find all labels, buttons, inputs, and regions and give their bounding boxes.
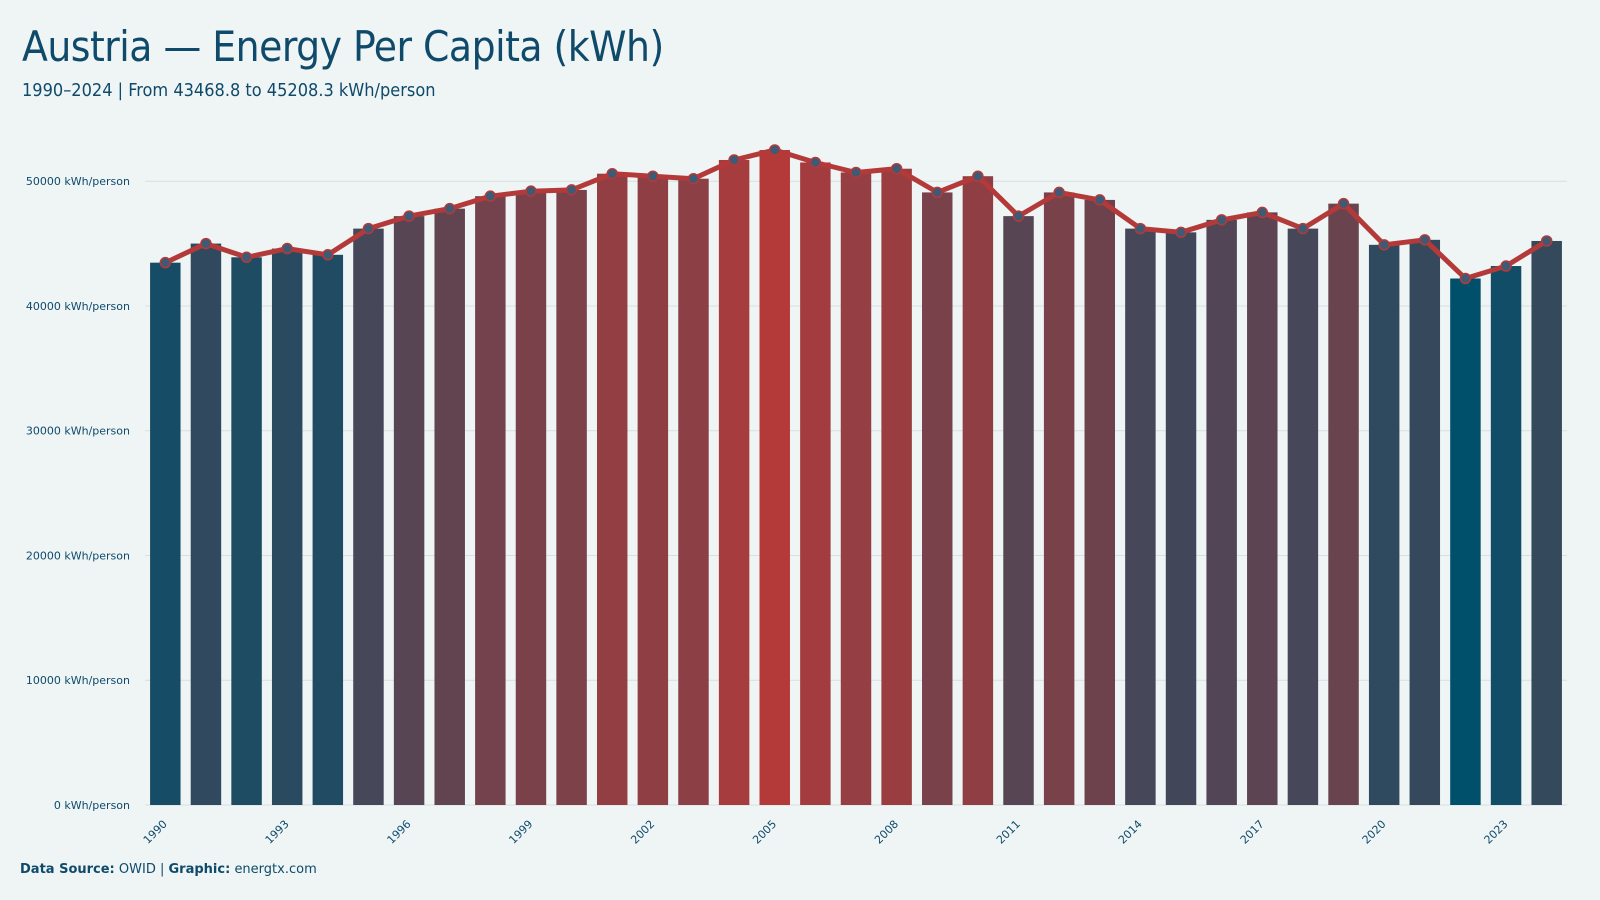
- bar-1991: [190, 243, 222, 806]
- x-tick-label: 2011: [994, 818, 1023, 847]
- point-1993: [281, 242, 293, 255]
- y-tick-label: 10000 kWh/person: [26, 674, 130, 687]
- bar-1998: [475, 196, 506, 805]
- point-1999: [525, 185, 537, 197]
- bar-2023: [1490, 266, 1522, 805]
- point-2013: [1094, 194, 1106, 206]
- bar-2008: [881, 168, 912, 805]
- bar-2000: [556, 189, 587, 805]
- bar-2002: [637, 176, 669, 805]
- y-tick-label: 20000 kWh/person: [26, 549, 130, 562]
- point-1990: [159, 256, 172, 269]
- point-2016: [1215, 214, 1228, 226]
- graphic-label: Graphic:: [168, 862, 231, 877]
- point-2011: [1012, 210, 1025, 222]
- bar-2006: [800, 162, 831, 805]
- bar-2018: [1287, 228, 1319, 806]
- x-tick-label: 1996: [385, 818, 414, 847]
- bar-2004: [718, 159, 750, 805]
- bar-2012: [1043, 192, 1075, 805]
- point-2000: [565, 184, 578, 196]
- x-tick-label: 2023: [1482, 818, 1511, 847]
- bar-2014: [1125, 228, 1156, 806]
- bar-2019: [1328, 203, 1359, 806]
- x-tick-label: 2002: [628, 818, 657, 847]
- point-1995: [362, 222, 375, 235]
- x-tick-label: 1990: [141, 818, 170, 847]
- x-tick-label: 2014: [1116, 818, 1145, 847]
- bar-2001: [596, 173, 628, 805]
- footer: Data Source: OWID | Graphic: energtx.com: [20, 862, 317, 877]
- point-1992: [240, 251, 253, 264]
- bar-2020: [1368, 244, 1400, 806]
- x-tick-label: 2017: [1238, 818, 1267, 847]
- source-label: Data Source:: [20, 862, 115, 877]
- x-tick-label: 1999: [506, 818, 535, 847]
- bar-2022: [1450, 278, 1481, 805]
- chart-title: Austria — Energy Per Capita (kWh): [22, 22, 664, 71]
- point-1998: [484, 190, 497, 202]
- point-2008: [890, 162, 903, 175]
- point-2012: [1053, 186, 1065, 199]
- point-2021: [1419, 234, 1431, 246]
- bar-2011: [1003, 216, 1034, 806]
- point-1996: [403, 210, 415, 222]
- point-2024: [1540, 235, 1553, 247]
- bar-1992: [231, 257, 262, 805]
- bar-2005: [759, 150, 790, 805]
- point-1997: [443, 202, 456, 215]
- bar-1997: [434, 208, 465, 806]
- x-tick-label: 2005: [750, 818, 779, 847]
- x-tick-label: 1993: [263, 818, 292, 847]
- bar-1994: [312, 254, 344, 806]
- point-2009: [931, 186, 944, 199]
- bar-1999: [515, 191, 547, 805]
- point-2003: [687, 172, 700, 185]
- point-1994: [322, 249, 334, 261]
- graphic-value: energtx.com: [234, 862, 317, 877]
- source-value: OWID: [118, 862, 156, 877]
- point-1991: [200, 237, 212, 250]
- point-2022: [1459, 272, 1472, 285]
- bar-2007: [840, 172, 872, 805]
- bar-2013: [1084, 199, 1116, 805]
- y-tick-label: 40000 kWh/person: [26, 300, 130, 313]
- point-2001: [606, 167, 618, 180]
- chart-subtitle: 1990–2024 | From 43468.8 to 45208.3 kWh/…: [22, 80, 436, 101]
- x-tick-label: 2020: [1360, 818, 1389, 847]
- footer-separator: |: [159, 862, 165, 877]
- y-tick-label: 30000 kWh/person: [26, 425, 130, 438]
- point-2010: [972, 170, 984, 182]
- point-2018: [1297, 222, 1309, 235]
- bar-2017: [1247, 212, 1278, 805]
- point-2019: [1337, 197, 1350, 210]
- point-2007: [850, 166, 862, 179]
- point-2002: [647, 170, 659, 182]
- bar-1995: [353, 228, 384, 806]
- point-2017: [1256, 206, 1269, 219]
- y-tick-label: 50000 kWh/person: [26, 175, 130, 188]
- bar-2003: [678, 178, 709, 805]
- point-2014: [1134, 222, 1147, 235]
- point-2023: [1500, 260, 1512, 272]
- bar-2021: [1409, 239, 1441, 806]
- bar-2010: [962, 176, 994, 805]
- point-2020: [1378, 239, 1390, 251]
- y-tick-label: 0 kWh/person: [54, 799, 130, 812]
- bar-2016: [1206, 219, 1237, 805]
- x-tick-label: 2008: [872, 818, 901, 847]
- bar-1990: [150, 262, 181, 806]
- point-2005: [768, 144, 781, 156]
- point-2015: [1175, 226, 1187, 239]
- point-2006: [809, 156, 822, 169]
- bar-2015: [1165, 232, 1197, 806]
- bar-1996: [393, 216, 425, 806]
- bar-1993: [271, 248, 303, 806]
- bar-2024: [1531, 240, 1562, 805]
- point-2004: [728, 154, 740, 166]
- bar-2009: [922, 192, 953, 805]
